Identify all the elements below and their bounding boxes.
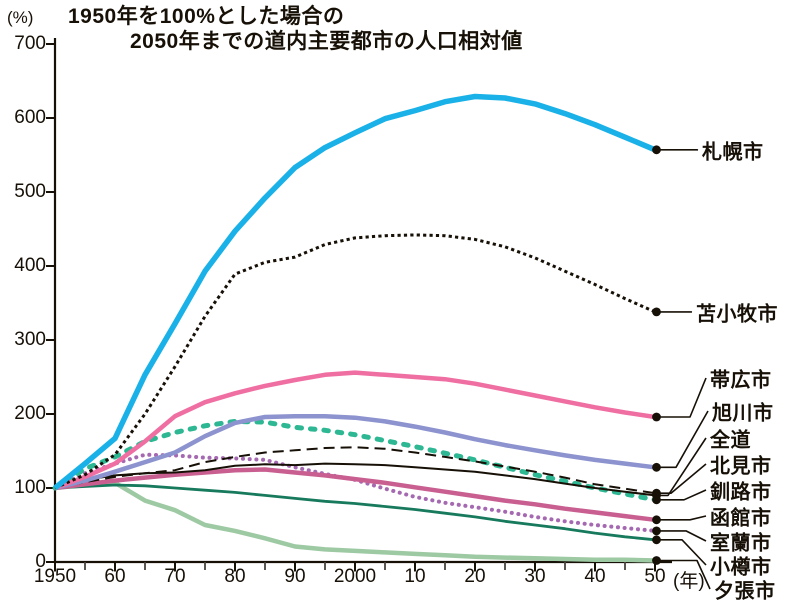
x-tick-label-70: 70 (164, 566, 186, 587)
chart-title-line-2: 2050年までの道内主要都市の人口相対値 (130, 30, 523, 53)
series-line-hakodate (54, 467, 656, 523)
series-line-kushiro (52, 418, 658, 503)
leader-line-yubari (660, 559, 711, 590)
series-end-dot-hakodate (652, 515, 661, 525)
leader-line-kushiro (660, 489, 707, 501)
chart-title-line-1: 1950年を100%とした場合の (68, 5, 345, 28)
series-end-dot-obihiro (652, 412, 661, 422)
leader-line-zendo (660, 437, 707, 497)
leader-line-kitami (660, 463, 707, 494)
x-tick-label-80: 80 (224, 566, 246, 587)
series-end-dot-tomakomai (652, 307, 661, 317)
leader-line-otaru (660, 539, 707, 566)
series-label-hakodate: 函館市 (710, 507, 772, 530)
y-tick-label-200: 200 (14, 403, 46, 424)
x-tick-label-1950: 1950 (33, 566, 77, 587)
series-line-otaru (54, 483, 656, 542)
x-tick-label-30: 30 (524, 566, 546, 587)
x-tick-label-50: 50 (644, 566, 666, 587)
series-label-kitami: 北見市 (710, 455, 772, 478)
series-line-zendo (54, 462, 656, 497)
series-end-dot-yubari (652, 556, 661, 565)
leader-line-asahikawa (660, 410, 709, 469)
x-axis-unit-label: (年) (673, 571, 705, 592)
series-label-tomakomai: 苫小牧市 (696, 303, 778, 326)
y-tick-label-300: 300 (14, 329, 46, 350)
x-tick-label-20: 20 (464, 566, 486, 587)
x-tick-label-40: 40 (584, 566, 606, 587)
series-end-dot-muroran (652, 526, 661, 536)
series-label-obihiro: 帯広市 (710, 369, 772, 392)
series-line-tomakomai (54, 233, 656, 490)
series-end-dot-sapporo (652, 145, 661, 155)
x-tick-label-60: 60 (104, 566, 126, 587)
x-tick-label-10: 10 (404, 566, 426, 587)
series-line-obihiro (54, 370, 656, 491)
series-label-muroran: 室蘭市 (710, 532, 772, 555)
series-end-dot-zendo (652, 491, 661, 500)
series-label-asahikawa: 旭川市 (712, 402, 774, 425)
y-tick-label-700: 700 (14, 33, 46, 54)
series-label-sapporo: 札幌市 (702, 141, 764, 164)
y-tick-label-500: 500 (14, 181, 46, 202)
series-line-asahikawa (54, 413, 656, 491)
y-tick-label-400: 400 (14, 255, 46, 276)
series-label-yubari: 夕張市 (714, 580, 776, 600)
series-line-sapporo (53, 93, 657, 491)
series-line-muroran (53, 452, 657, 533)
y-axis-unit-label: (%) (7, 8, 34, 27)
series-label-otaru: 小樽市 (710, 556, 772, 579)
series-line-yubari (54, 480, 656, 563)
y-tick-label-600: 600 (14, 107, 46, 128)
series-end-dot-asahikawa (652, 462, 661, 472)
y-tick-label-0: 0 (35, 551, 46, 572)
leader-line-muroran (660, 530, 707, 542)
series-label-zendo: 全道 (710, 429, 751, 452)
chart-title: 1950年を100%とした場合の 2050年までの道内主要都市の人口相対値 (68, 4, 523, 54)
series-label-kushiro: 釧路市 (710, 481, 772, 504)
x-tick-label-90: 90 (284, 566, 306, 587)
leader-line-obihiro (660, 377, 707, 418)
leader-line-hakodate (660, 515, 707, 521)
y-tick-label-100: 100 (14, 477, 46, 498)
x-tick-label-2000: 2000 (333, 566, 377, 587)
series-end-dot-otaru (652, 535, 661, 545)
